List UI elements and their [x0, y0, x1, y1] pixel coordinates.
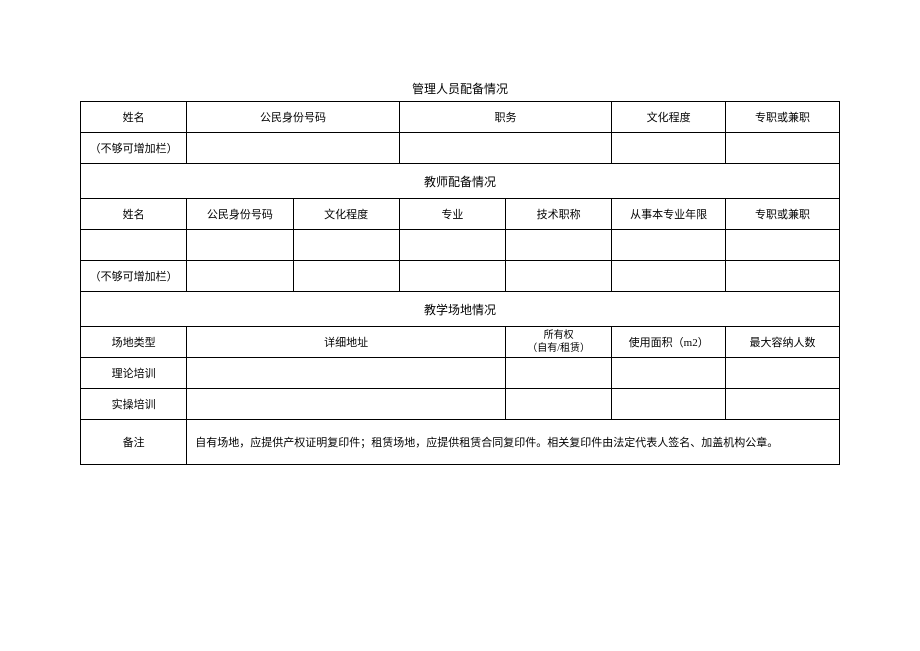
section3-note-row: 备注 自有场地，应提供产权证明复印件；租赁场地，应提供租赁合同复印件。相关复印件…: [81, 420, 840, 465]
s2-r2-employment: [726, 261, 840, 292]
s3-ownership-line2: （自有/租赁）: [506, 342, 611, 355]
s2-r2-education: [293, 261, 399, 292]
s1-cell-employment: [726, 133, 840, 164]
s2-col-techtitle: 技术职称: [506, 199, 612, 230]
s3-practice-ownership: [506, 389, 612, 420]
s2-col-employment: 专职或兼职: [726, 199, 840, 230]
s3-theory-capacity: [726, 358, 840, 389]
s3-theory-area: [612, 358, 726, 389]
section1-header-row: 姓名 公民身份号码 职务 文化程度 专职或兼职: [81, 102, 840, 133]
section2-header-row: 姓名 公民身份号码 文化程度 专业 技术职称 从事本专业年限 专职或兼职: [81, 199, 840, 230]
s3-practice-address: [187, 389, 506, 420]
section2-data-row-2: （不够可增加栏）: [81, 261, 840, 292]
s3-col-venuetype: 场地类型: [81, 327, 187, 358]
s1-col-education: 文化程度: [612, 102, 726, 133]
section3-row-theory: 理论培训: [81, 358, 840, 389]
s3-note-text: 自有场地，应提供产权证明复印件；租赁场地，应提供租赁合同复印件。相关复印件由法定…: [187, 420, 840, 465]
s2-r2-years: [612, 261, 726, 292]
s3-practice-area: [612, 389, 726, 420]
s3-practice-capacity: [726, 389, 840, 420]
s2-r1-techtitle: [506, 230, 612, 261]
s1-col-name: 姓名: [81, 102, 187, 133]
s1-cell-id: [187, 133, 400, 164]
s1-cell-education: [612, 133, 726, 164]
s2-r1-major: [399, 230, 505, 261]
section3-header-row: 场地类型 详细地址 所有权 （自有/租赁） 使用面积（m2） 最大容纳人数: [81, 327, 840, 358]
s2-r1-years: [612, 230, 726, 261]
s2-r2-id: [187, 261, 293, 292]
s2-col-education: 文化程度: [293, 199, 399, 230]
s1-col-employment: 专职或兼职: [726, 102, 840, 133]
s3-col-address: 详细地址: [187, 327, 506, 358]
s2-col-name: 姓名: [81, 199, 187, 230]
section3-title-row: 教学场地情况: [81, 292, 840, 327]
s1-col-position: 职务: [399, 102, 612, 133]
s2-r1-education: [293, 230, 399, 261]
s3-theory-address: [187, 358, 506, 389]
s1-cell-position: [399, 133, 612, 164]
section2-title: 教师配备情况: [81, 164, 840, 199]
section1-data-row: （不够可增加栏）: [81, 133, 840, 164]
s1-col-id: 公民身份号码: [187, 102, 400, 133]
s3-col-area: 使用面积（m2）: [612, 327, 726, 358]
s3-ownership-line1: 所有权: [506, 329, 611, 342]
s2-r2-major: [399, 261, 505, 292]
s2-col-major: 专业: [399, 199, 505, 230]
s3-note-label: 备注: [81, 420, 187, 465]
s2-row-note: （不够可增加栏）: [81, 261, 187, 292]
s3-theory-label: 理论培训: [81, 358, 187, 389]
s1-row-note: （不够可增加栏）: [81, 133, 187, 164]
main-table: 姓名 公民身份号码 职务 文化程度 专职或兼职 （不够可增加栏） 教师配备情况 …: [80, 101, 840, 465]
s3-practice-label: 实操培训: [81, 389, 187, 420]
s2-r1-id: [187, 230, 293, 261]
s2-col-id: 公民身份号码: [187, 199, 293, 230]
s2-r2-techtitle: [506, 261, 612, 292]
s3-theory-ownership: [506, 358, 612, 389]
s3-col-capacity: 最大容纳人数: [726, 327, 840, 358]
s2-col-years: 从事本专业年限: [612, 199, 726, 230]
section3-row-practice: 实操培训: [81, 389, 840, 420]
section3-title: 教学场地情况: [81, 292, 840, 327]
document-page: 管理人员配备情况 姓名 公民身份号码 职务 文化程度 专职或兼职 （不够可增加栏…: [0, 0, 920, 465]
section1-title: 管理人员配备情况: [80, 80, 840, 97]
s3-col-ownership: 所有权 （自有/租赁）: [506, 327, 612, 358]
s2-r1-name: [81, 230, 187, 261]
section2-data-row-1: [81, 230, 840, 261]
s2-r1-employment: [726, 230, 840, 261]
section2-title-row: 教师配备情况: [81, 164, 840, 199]
